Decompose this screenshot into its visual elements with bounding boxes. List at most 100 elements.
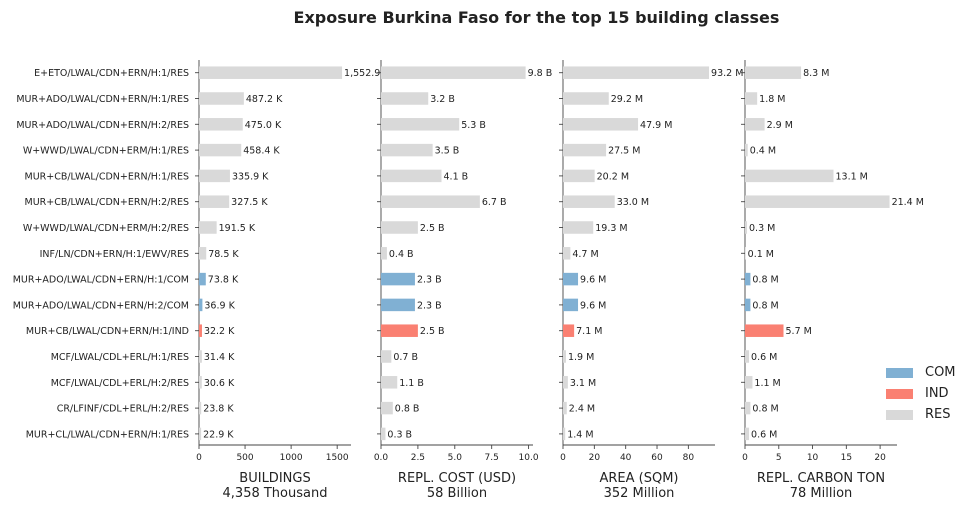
data-label: 9.6 M	[580, 300, 606, 311]
bar	[381, 272, 415, 286]
data-label: 36.9 K	[204, 300, 235, 311]
bar	[563, 118, 639, 131]
data-label: 0.8 M	[752, 404, 778, 415]
data-label: 73.8 K	[208, 275, 239, 286]
bar	[745, 298, 751, 312]
bar	[563, 427, 566, 441]
bar	[381, 298, 415, 312]
data-label: 31.4 K	[204, 352, 235, 363]
x-tick-label: 40	[620, 453, 632, 463]
data-label: 3.5 B	[435, 146, 460, 157]
data-label: 23.8 K	[203, 404, 234, 415]
category-label: MUR+CL/LWAL/CDN+ERN/H:1/RES	[26, 429, 189, 440]
data-label: 1.1 M	[754, 378, 780, 389]
legend-item-com: COM	[886, 362, 956, 383]
x-tick-label: 10	[807, 453, 819, 463]
category-label: W+WWD/LWAL/CDN+ERM/H:1/RES	[23, 146, 189, 157]
x-axis-label: AREA (SQM)	[599, 471, 678, 486]
bar	[563, 324, 575, 337]
category-label: MUR+CB/LWAL/CDN+ERN/H:1/IND	[26, 326, 189, 337]
x-tick-label: 0	[196, 453, 202, 463]
data-label: 458.4 K	[243, 146, 280, 157]
bar	[381, 247, 387, 260]
data-label: 29.2 M	[611, 94, 643, 105]
data-label: 47.9 M	[640, 120, 672, 131]
bar	[199, 66, 343, 79]
bar	[381, 427, 386, 441]
data-label: 0.6 M	[751, 352, 777, 363]
category-label: MUR+CB/LWAL/CDN+ERN/H:2/RES	[25, 197, 190, 208]
data-label: 191.5 K	[219, 223, 256, 234]
legend-swatch-ind	[886, 388, 913, 399]
bar	[745, 143, 748, 157]
bar	[745, 272, 751, 286]
bar	[745, 247, 746, 260]
x-tick-label: 2.5	[411, 453, 425, 463]
x-tick-label: 5	[776, 453, 782, 463]
data-label: 2.3 B	[417, 300, 442, 311]
data-label: 8.3 M	[803, 68, 829, 79]
legend: COM IND RES	[886, 362, 956, 425]
data-label: 2.9 M	[767, 120, 793, 131]
category-label: MCF/LWAL/CDL+ERL/H:1/RES	[51, 352, 189, 363]
data-label: 1.4 M	[567, 429, 593, 440]
bar	[563, 298, 579, 312]
data-label: 93.2 M	[711, 68, 743, 79]
bar	[381, 324, 418, 337]
x-tick-label: 1500	[326, 453, 349, 463]
x-tick-label: 60	[651, 453, 663, 463]
data-label: 0.8 B	[395, 404, 420, 415]
category-label: MCF/LWAL/CDL+ERL/H:2/RES	[51, 378, 189, 389]
bar	[199, 92, 244, 105]
bar	[381, 92, 429, 105]
data-label: 3.1 M	[570, 378, 596, 389]
category-label: MUR+ADO/LWAL/CDN+ERN/H:1/COM	[13, 275, 189, 286]
data-label: 1.8 M	[759, 94, 785, 105]
data-label: 33.0 M	[617, 197, 649, 208]
x-axis-total: 78 Million	[790, 486, 853, 501]
data-label: 0.4 B	[389, 249, 414, 260]
category-label: MUR+ADO/LWAL/CDN+ERN/H:2/COM	[13, 300, 189, 311]
data-label: 6.7 B	[482, 197, 507, 208]
data-label: 5.7 M	[786, 326, 812, 337]
data-label: 7.1 M	[576, 326, 602, 337]
bar	[199, 350, 202, 363]
x-axis-total: 352 Million	[604, 486, 675, 501]
bar	[199, 195, 230, 208]
x-tick-label: 5.0	[448, 453, 463, 463]
x-tick-label: 80	[683, 453, 695, 463]
bar	[563, 350, 566, 363]
x-tick-label: 20	[589, 453, 601, 463]
bar	[199, 298, 203, 312]
data-label: 22.9 K	[203, 429, 234, 440]
bar	[199, 143, 242, 157]
x-tick-label: 1000	[280, 453, 303, 463]
bar	[745, 195, 890, 208]
bar	[199, 324, 202, 337]
data-label: 9.6 M	[580, 275, 606, 286]
data-label: 78.5 K	[208, 249, 239, 260]
bar	[199, 169, 230, 183]
data-label: 4.1 B	[444, 171, 469, 182]
chart-title: Exposure Burkina Faso for the top 15 bui…	[293, 8, 780, 27]
bar	[381, 401, 393, 415]
category-label: MUR+ADO/LWAL/CDN+ERN/H:1/RES	[16, 94, 189, 105]
category-label: MUR+ADO/LWAL/CDN+ERN/H:2/RES	[16, 120, 189, 131]
bar	[745, 324, 784, 337]
bar	[745, 401, 751, 415]
data-label: 19.3 M	[595, 223, 627, 234]
data-label: 0.4 M	[750, 146, 776, 157]
bar	[745, 221, 748, 234]
bar	[563, 169, 595, 183]
data-label: 475.0 K	[245, 120, 282, 131]
bar	[745, 376, 753, 389]
x-tick-label: 10.0	[519, 453, 539, 463]
category-label: INF/LN/CDN+ERN/H:1/EWV/RES	[40, 249, 189, 260]
x-tick-label: 0.0	[374, 453, 389, 463]
data-label: 1.1 B	[399, 378, 424, 389]
data-label: 20.2 M	[597, 171, 629, 182]
data-label: 21.4 M	[892, 197, 924, 208]
bar	[563, 143, 607, 157]
bar	[199, 247, 207, 260]
bar	[745, 350, 750, 363]
